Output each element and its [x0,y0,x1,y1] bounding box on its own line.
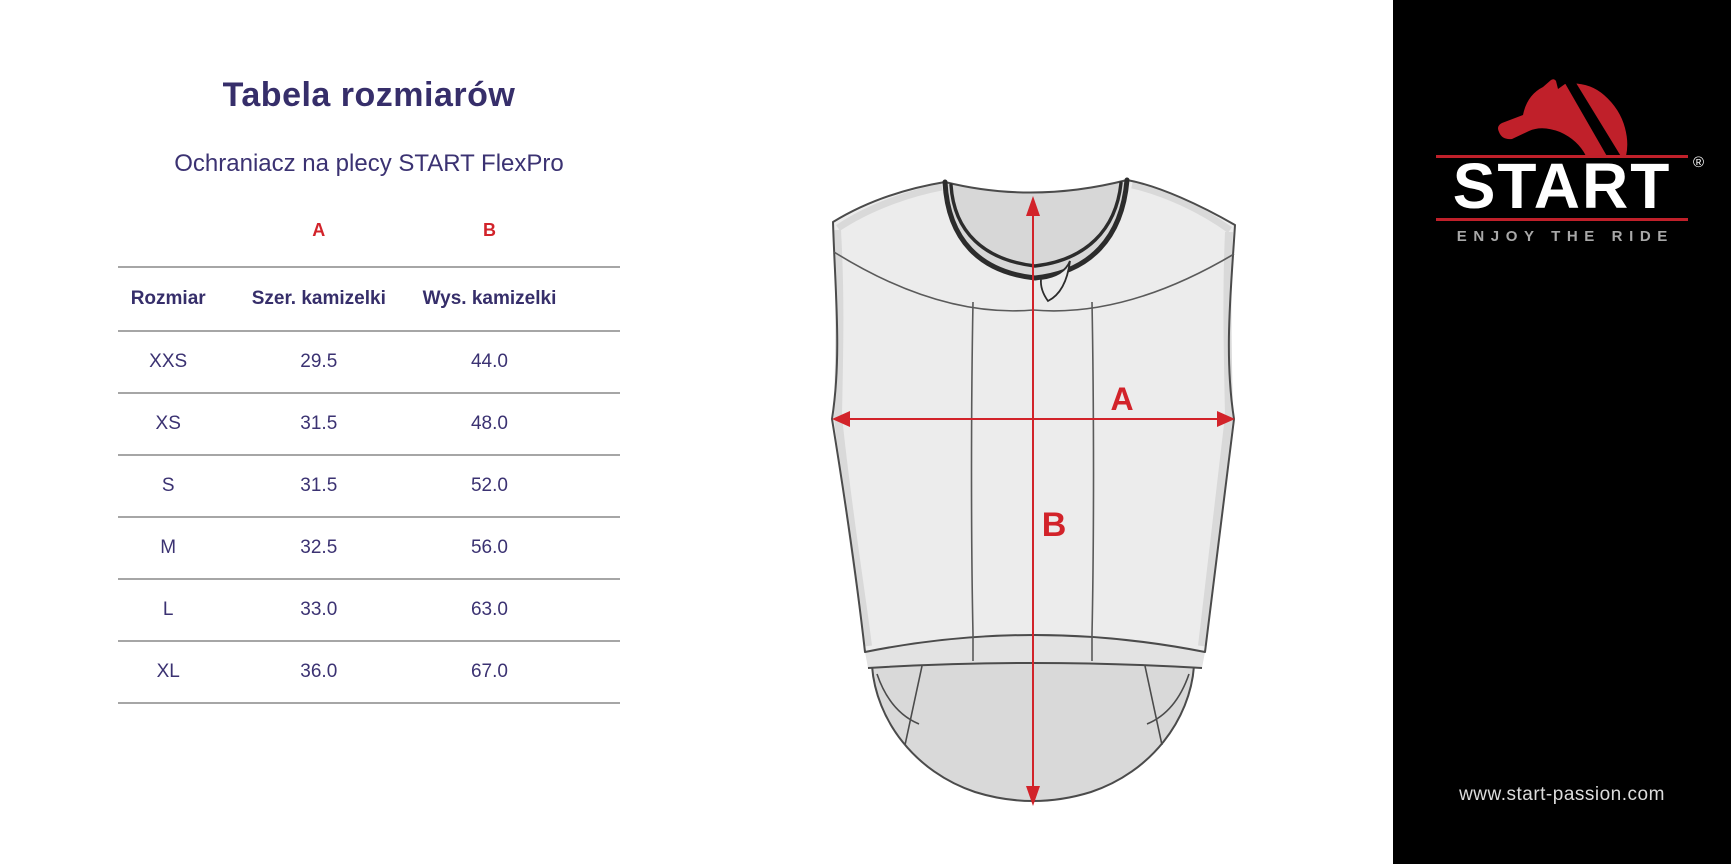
size-cell: S [161,475,175,496]
brand-tagline: ENJOY THE RIDE [1456,227,1674,245]
height-cell: 56.0 [470,537,508,558]
dimension-arrows: A B [832,196,1235,806]
column-header-size: Rozmiar [130,288,206,309]
width-cell: 31.5 [300,413,338,434]
width-cell: 29.5 [300,351,338,372]
table-row: XS 31.5 48.0 [118,394,620,456]
height-cell: 44.0 [470,351,508,372]
brand-wordmark-box: START ® [1436,154,1704,221]
width-cell: 33.0 [300,599,338,620]
height-cell: 67.0 [470,661,508,682]
brand-wordmark: START [1452,150,1672,222]
height-cell: 52.0 [470,475,508,496]
table-row: M 32.5 56.0 [118,518,620,580]
horse-head-icon [1498,78,1628,158]
table-row: XXS 29.5 44.0 [118,332,620,394]
brand-website: www.start-passion.com [1459,784,1665,805]
page-title: Tabela rozmiarów [222,76,516,114]
dimension-b-label: B [482,220,496,240]
size-cell: L [162,599,174,620]
width-cell: 32.5 [300,537,338,558]
table-row: S 31.5 52.0 [118,456,620,518]
brand-panel: START ® ENJOY THE RIDE www.start-passion… [1393,0,1731,864]
back-protector-vest-icon: A B [831,177,1236,806]
height-cell: 63.0 [470,599,508,620]
width-cell: 36.0 [300,661,338,682]
column-header-width: Szer. kamizelki [251,288,386,309]
width-cell: 31.5 [300,475,338,496]
size-cell: XXS [149,351,188,372]
size-table: Rozmiar Szer. kamizelki Wys. kamizelki X… [118,266,620,704]
arrow-b-label: B [1042,506,1067,544]
size-cell: M [160,537,177,558]
size-cell: XS [155,413,181,434]
vest-measurement-diagram: A B [820,160,1250,820]
dimension-letter-row: A B [118,220,620,241]
arrow-a-label: A [1110,381,1133,417]
height-cell: 48.0 [470,413,508,434]
column-header-height: Wys. kamizelki [422,288,557,309]
dimension-a-label: A [312,220,326,240]
brand-logo: START ® ENJOY THE RIDE [1436,78,1704,245]
table-row: L 33.0 63.0 [118,580,620,642]
spacer [560,220,620,241]
spacer [118,220,218,241]
table-row: XL 36.0 67.0 [118,642,620,704]
size-cell: XL [156,661,180,682]
product-subtitle: Ochraniacz na plecy START FlexPro [174,150,564,177]
table-header-row: Rozmiar Szer. kamizelki Wys. kamizelki [118,268,620,332]
registered-trademark-icon: ® [1692,154,1704,171]
